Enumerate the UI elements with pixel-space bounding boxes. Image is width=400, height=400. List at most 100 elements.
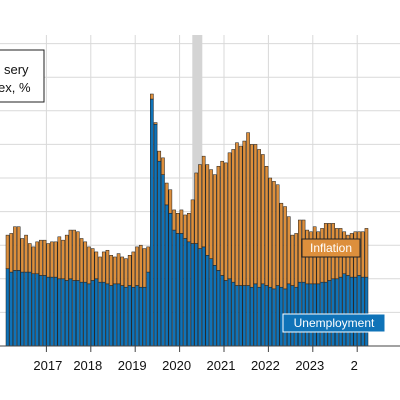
bar-unemployment: [349, 276, 354, 347]
bar-inflation: [76, 231, 80, 281]
bar-inflation: [120, 256, 125, 286]
bar-inflation: [279, 202, 284, 288]
bar-unemployment: [120, 285, 125, 347]
bar-inflation: [201, 155, 206, 248]
bar-inflation: [131, 251, 136, 288]
bar-inflation: [175, 213, 180, 234]
bar-unemployment: [246, 285, 250, 347]
bar-unemployment: [342, 273, 347, 347]
bar-inflation: [113, 256, 117, 285]
bar-inflation: [61, 239, 65, 280]
bar-inflation: [57, 236, 62, 280]
inflation-label-box: [301, 238, 361, 258]
bar-unemployment: [249, 286, 254, 347]
bar-inflation: [161, 157, 165, 175]
bar-inflation: [183, 214, 187, 239]
bar-unemployment: [212, 265, 217, 347]
bar-inflation: [83, 241, 88, 283]
bar-inflation: [172, 209, 176, 231]
bar-inflation: [87, 246, 91, 285]
bar-unemployment: [338, 276, 343, 347]
bar-unemployment: [64, 280, 69, 347]
bar-inflation: [264, 165, 269, 286]
bar-inflation: [94, 251, 99, 280]
bar-unemployment: [220, 275, 224, 347]
bar-unemployment: [261, 283, 265, 347]
bar-inflation: [268, 177, 273, 288]
bar-inflation: [164, 182, 169, 206]
bar-inflation: [190, 199, 195, 244]
x-tick-label: 2020: [162, 358, 191, 373]
unemployment-label-text: Unemployment: [294, 316, 375, 330]
bar-unemployment: [138, 286, 143, 347]
bar-unemployment: [253, 283, 258, 347]
bar-inflation: [290, 234, 295, 286]
bar-inflation: [50, 241, 54, 278]
bar-unemployment: [13, 270, 17, 347]
bar-unemployment: [279, 286, 284, 347]
bar-inflation: [249, 144, 254, 288]
bar-inflation: [257, 149, 261, 288]
bar-inflation: [220, 160, 224, 276]
bar-unemployment: [201, 246, 206, 347]
bar-unemployment: [135, 285, 139, 347]
bar-unemployment: [57, 278, 62, 347]
bar-unemployment: [124, 286, 128, 347]
bar-inflation: [227, 152, 232, 280]
bar-inflation: [157, 150, 162, 162]
bar-inflation: [138, 244, 143, 288]
bar-inflation: [42, 239, 47, 276]
bar-unemployment: [242, 285, 247, 347]
bar-unemployment: [264, 285, 269, 347]
bar-unemployment: [20, 271, 25, 347]
bar-inflation: [153, 122, 158, 125]
bar-inflation: [105, 249, 110, 285]
bar-inflation: [127, 255, 132, 286]
bar-unemployment: [39, 275, 43, 347]
bar-unemployment: [331, 278, 335, 347]
bar-unemployment: [187, 241, 191, 347]
bar-inflation: [146, 246, 150, 273]
bar-inflation: [360, 231, 365, 278]
bar-unemployment: [24, 271, 28, 347]
bar-inflation: [216, 165, 221, 271]
bar-unemployment: [90, 280, 95, 347]
bar-unemployment: [357, 275, 361, 347]
bar-inflation: [309, 231, 313, 285]
bar-unemployment: [327, 280, 332, 347]
bar-unemployment: [205, 255, 210, 347]
inflation-label: Inflation: [301, 238, 361, 258]
bar-inflation: [275, 184, 280, 286]
x-tick-label: 2021: [207, 358, 236, 373]
bars-group: [5, 93, 369, 347]
inflation-label-text: Inflation: [310, 241, 352, 255]
bar-unemployment: [83, 281, 88, 347]
bar-unemployment: [275, 285, 280, 347]
bar-inflation: [46, 243, 51, 278]
bar-unemployment: [168, 213, 173, 347]
bar-unemployment: [150, 98, 154, 347]
bar-inflation: [246, 132, 250, 286]
bar-inflation: [98, 256, 102, 283]
bar-unemployment: [209, 258, 213, 347]
bar-inflation: [209, 169, 213, 259]
bar-unemployment: [72, 280, 76, 347]
bar-unemployment: [346, 275, 350, 347]
bar-inflation: [9, 233, 14, 273]
bar-inflation: [194, 172, 199, 244]
bar-inflation: [253, 144, 258, 285]
bar-inflation: [316, 231, 321, 285]
x-tick-label: 2017: [33, 358, 62, 373]
bar-unemployment: [227, 278, 232, 347]
legend-box: sery ex, %: [0, 49, 45, 103]
bar-unemployment: [224, 280, 228, 347]
bar-unemployment: [175, 233, 180, 347]
bar-inflation: [235, 142, 239, 286]
bar-unemployment: [68, 278, 73, 347]
bar-unemployment: [364, 276, 369, 347]
bar-inflation: [224, 162, 228, 281]
bar-inflation: [286, 216, 291, 285]
bar-unemployment: [50, 276, 54, 347]
bar-inflation: [205, 164, 210, 256]
